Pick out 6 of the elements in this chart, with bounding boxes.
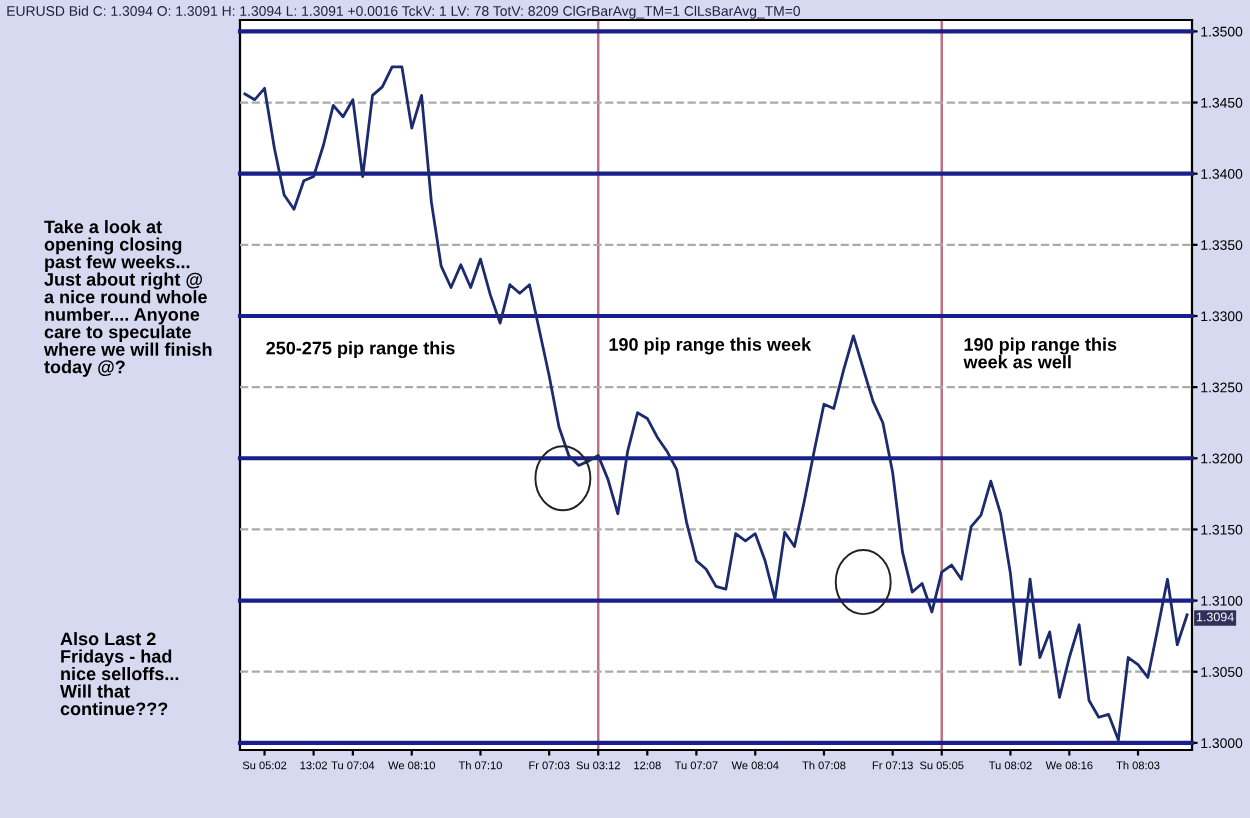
annotation: 250-275 pip range this [266,341,455,359]
text: Take a look at opening closing past few weeks... Just about right @ a nice round whole number.... Anyone care to speculate where we will finish today @? [43,220,212,377]
annotation: 190 pip range this week [609,337,812,355]
line-series [243,65,1189,742]
text: Also Last 2 Fridays - had nice selloffs... Will that continue??? [60,632,179,716]
annotation: 190 pip range this week as well [963,337,1117,369]
